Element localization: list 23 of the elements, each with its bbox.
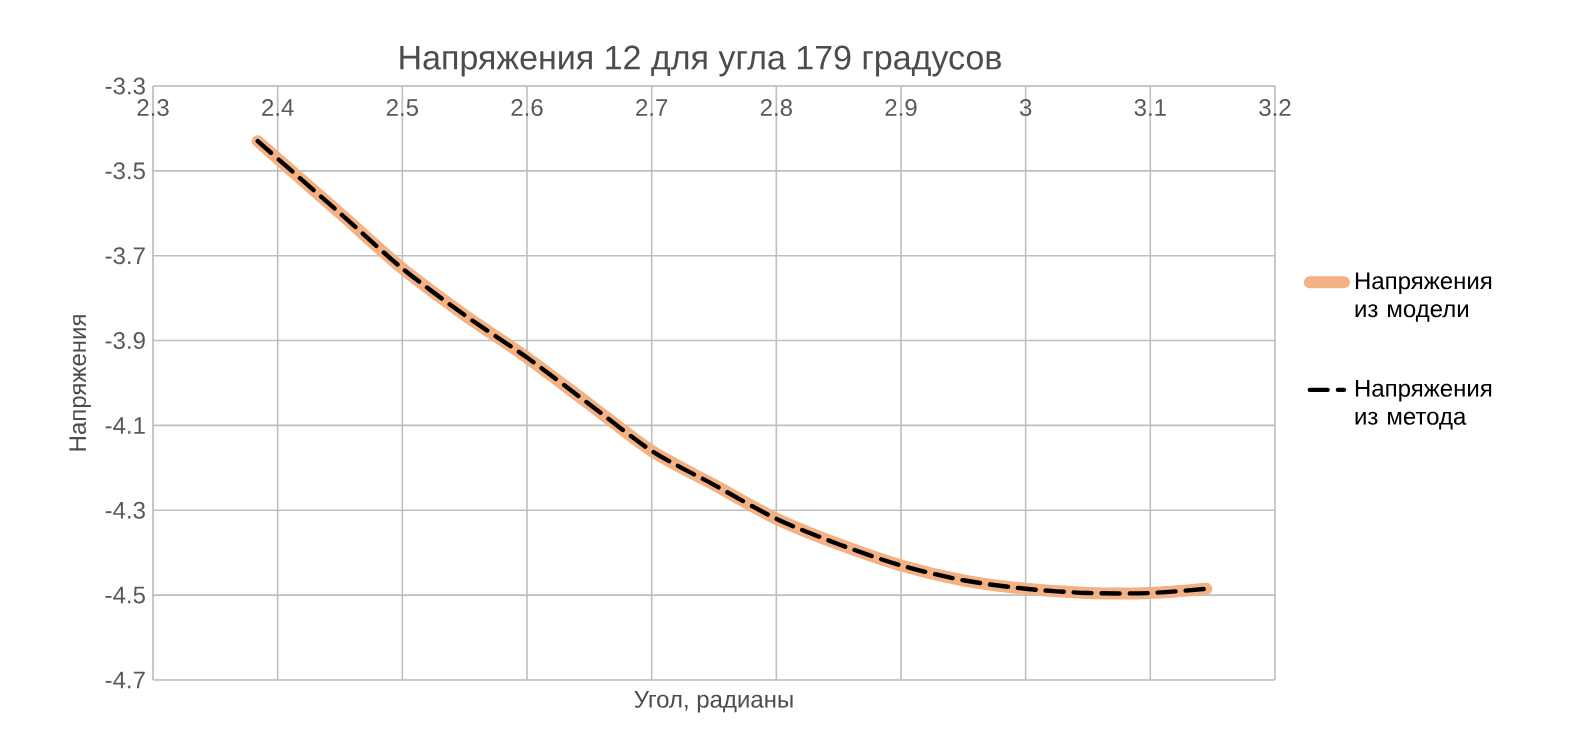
x-tick-label: 3.2 (1259, 99, 1291, 117)
y-tick-label: -3.7 (105, 247, 145, 265)
legend-label: Напряжения из модели (1355, 272, 1492, 322)
x-tick-label: 2.9 (885, 99, 917, 117)
y-tick-label: -4.7 (105, 671, 145, 689)
x-axis-title: Угол, радианы (634, 691, 793, 713)
y-axis-title: Напряжения (69, 315, 91, 451)
x-tick-label: 2.5 (386, 99, 418, 117)
y-tick-label: -4.3 (105, 501, 145, 519)
x-tick-label: 2.4 (262, 99, 294, 116)
y-tick-label: -4.1 (105, 417, 145, 434)
x-tick-label: 2.8 (760, 99, 792, 117)
x-tick-label: 2.3 (137, 99, 169, 117)
y-tick-label: -3.9 (105, 332, 145, 350)
chart-title: Напряжения 12 для угла 179 градусов (400, 45, 1001, 77)
legend-label: Напряжения из метода (1355, 380, 1492, 430)
x-tick-label: 3.1 (1134, 99, 1166, 117)
x-tick-label: 2.7 (636, 99, 668, 116)
y-tick-label: -3.5 (105, 162, 145, 180)
x-tick-label: 2.6 (511, 99, 543, 117)
y-tick-label: -3.3 (105, 77, 145, 95)
x-tick-label: 3 (1019, 99, 1032, 117)
y-tick-label: -4.5 (105, 586, 145, 604)
